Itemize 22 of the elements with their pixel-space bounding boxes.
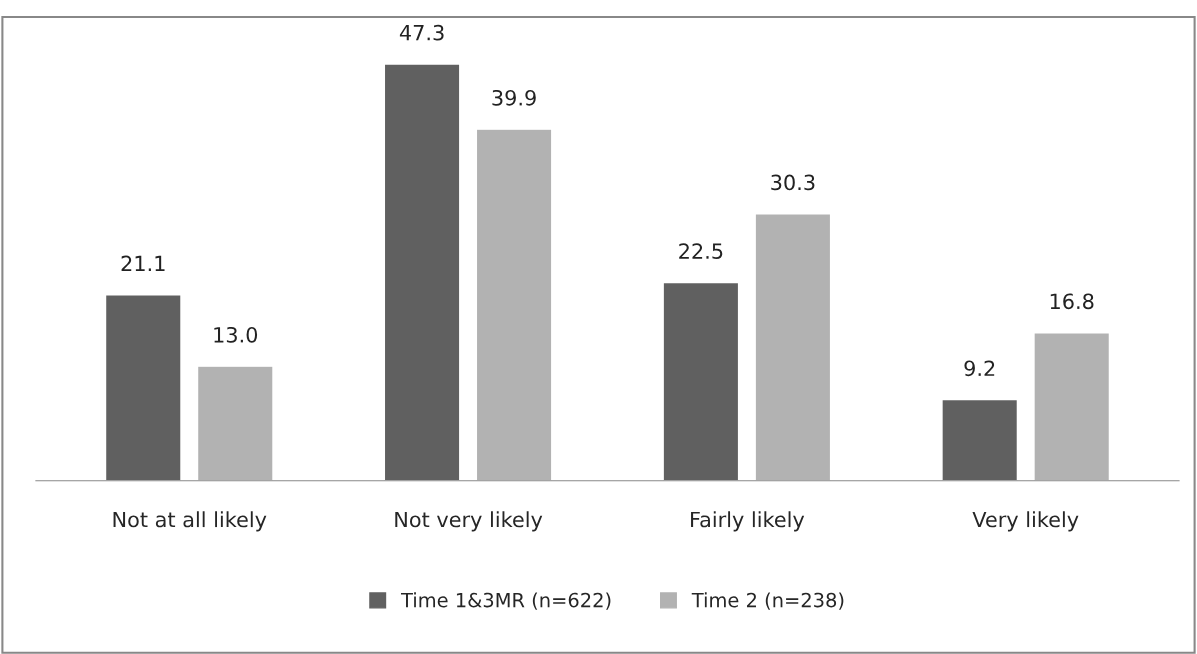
bar [754,213,832,481]
data-label: 39.9 [492,89,536,106]
bar [196,365,274,481]
bar [941,398,1019,481]
data-label: 30.3 [771,174,815,191]
data-label: 21.1 [121,255,165,272]
bar [662,281,740,481]
x-tick-label: Fairly likely [691,511,805,532]
bar [383,63,461,481]
bar [104,294,182,481]
data-label: 16.8 [1050,293,1094,310]
data-label: 13.0 [214,326,258,343]
data-label: 47.3 [399,24,444,41]
bar [475,128,553,481]
data-label: 22.5 [679,243,723,259]
x-tick-label: Very likely [972,511,1079,532]
legend-label: Time 2 (n=238) [691,592,844,610]
legend-label: Time 1&3MR (n=622) [400,592,611,610]
x-tick-label: Not very likely [395,511,543,532]
bar [1033,331,1111,481]
x-tick-label: Not at all likely [113,511,267,532]
data-label: 9.2 [964,360,995,377]
